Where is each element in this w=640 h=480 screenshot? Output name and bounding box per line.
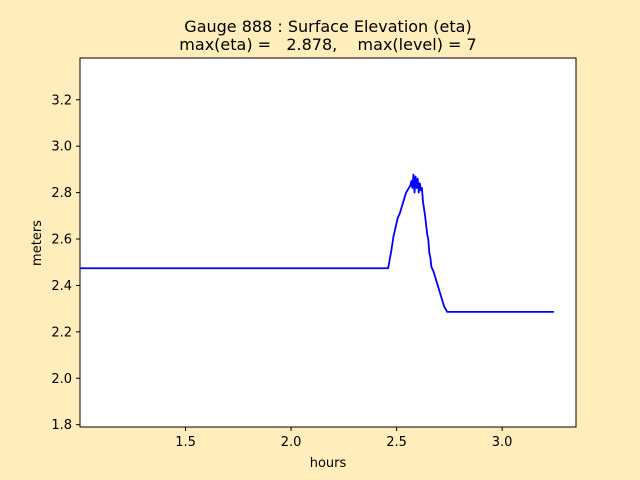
y-tick-label: 1.8: [51, 418, 72, 433]
y-tick-label: 2.2: [51, 325, 72, 340]
series-line: [80, 173, 554, 313]
x-axis-label: hours: [310, 456, 347, 471]
x-tick-label: 3.0: [492, 435, 513, 450]
plot-area: [80, 58, 576, 427]
chart-title-line1: Gauge 888 : Surface Elevation (eta): [184, 17, 471, 36]
x-tick-label: 2.5: [386, 435, 407, 450]
ticks-layer: 1.5 2.0 2.5 3.0 1.8 2.0 2.2 2.4 2.6 2.8 3.0 3.2: [51, 93, 512, 450]
y-tick-label: 2.8: [51, 186, 72, 201]
plot-frame: [79, 57, 577, 428]
y-tick-label: 3.0: [51, 140, 72, 155]
y-tick-label: 2.0: [51, 372, 72, 387]
x-tick-label: 1.5: [175, 435, 196, 450]
chart-title-line2: max(eta) = 2.878, max(level) = 7: [179, 35, 476, 54]
y-axis-label: meters: [30, 220, 45, 266]
y-tick-label: 3.2: [51, 93, 72, 108]
x-tick-label: 2.0: [281, 435, 302, 450]
y-tick-label: 2.4: [51, 279, 72, 294]
y-tick-label: 2.6: [51, 233, 72, 248]
